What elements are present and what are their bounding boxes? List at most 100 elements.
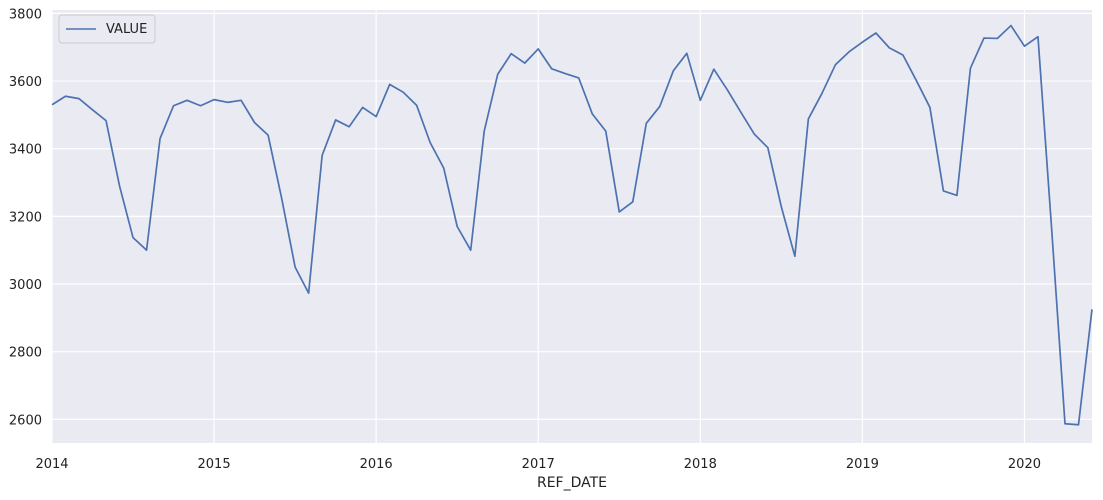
data-point: [740, 111, 742, 113]
data-point: [767, 146, 769, 148]
data-point: [470, 249, 472, 251]
data-point: [645, 122, 647, 124]
data-point: [618, 211, 620, 213]
y-tick-label: 3400: [9, 143, 42, 158]
data-point: [51, 104, 53, 106]
data-point: [334, 119, 336, 121]
data-point: [753, 133, 755, 135]
legend-label-value: VALUE: [106, 22, 147, 37]
data-point: [537, 48, 539, 50]
plot-background: [52, 10, 1092, 443]
grid-lines: [51, 10, 1092, 443]
data-point: [861, 41, 863, 43]
data-point: [429, 141, 431, 143]
data-point: [726, 89, 728, 91]
data-point: [524, 62, 526, 64]
data-point: [159, 137, 161, 139]
data-point: [794, 255, 796, 257]
y-tick-label: 2800: [9, 346, 42, 361]
data-point: [551, 68, 553, 70]
data-point: [294, 266, 296, 268]
data-point: [375, 115, 377, 117]
x-tick-label: 2017: [522, 457, 555, 472]
data-point: [578, 77, 580, 79]
data-point: [821, 92, 823, 94]
data-point: [145, 249, 147, 251]
data-point: [902, 54, 904, 56]
data-point: [699, 99, 701, 101]
y-tick-label: 3200: [9, 210, 42, 225]
data-point: [483, 130, 485, 132]
y-tick-label: 3000: [9, 278, 42, 293]
data-point: [267, 134, 269, 136]
data-point: [848, 51, 850, 53]
x-tick-label: 2015: [198, 457, 231, 472]
data-point: [672, 70, 674, 72]
x-tick-label: 2019: [846, 457, 879, 472]
data-point: [632, 201, 634, 203]
y-tick-label: 3800: [9, 7, 42, 22]
data-point: [969, 67, 971, 69]
data-point: [713, 68, 715, 70]
data-point: [605, 130, 607, 132]
data-point: [497, 73, 499, 75]
data-point: [1023, 45, 1025, 47]
data-point: [172, 105, 174, 107]
x-tick-label: 2016: [360, 457, 393, 472]
data-point: [956, 194, 958, 196]
data-point: [510, 52, 512, 54]
data-point: [64, 95, 66, 97]
legend: VALUE: [58, 14, 156, 44]
data-point: [564, 72, 566, 74]
data-point: [321, 154, 323, 156]
data-point: [1010, 24, 1012, 26]
series-line-value: [51, 24, 1093, 426]
x-tick-label: 2018: [684, 457, 717, 472]
data-point: [888, 47, 890, 49]
data-point: [253, 121, 255, 123]
data-point: [348, 126, 350, 128]
y-tick-label: 2600: [9, 413, 42, 428]
data-point: [91, 109, 93, 111]
data-point: [78, 97, 80, 99]
data-point: [875, 32, 877, 34]
data-point: [659, 105, 661, 107]
data-point: [942, 190, 944, 192]
data-point: [1091, 308, 1093, 310]
x-tick-label: 2020: [1008, 457, 1041, 472]
data-point: [915, 80, 917, 82]
data-point: [388, 83, 390, 85]
x-axis-label: REF_DATE: [537, 475, 607, 491]
x-tick-label: 2014: [35, 457, 68, 472]
data-point: [929, 106, 931, 108]
legend-box: [58, 14, 156, 44]
data-point: [307, 292, 309, 294]
data-point: [280, 197, 282, 199]
data-point: [983, 37, 985, 39]
data-point: [105, 119, 107, 121]
data-point: [240, 99, 242, 101]
data-point: [402, 91, 404, 93]
data-point: [780, 206, 782, 208]
data-point: [226, 101, 228, 103]
data-point: [807, 118, 809, 120]
data-point: [1037, 36, 1039, 38]
y-axis-tick-labels: 2600 2800 3000 3200 3400 3600 3800: [9, 7, 42, 428]
data-point: [213, 98, 215, 100]
data-point: [1064, 423, 1066, 425]
data-point: [118, 185, 120, 187]
data-point: [361, 106, 363, 108]
data-point: [442, 167, 444, 169]
data-point: [834, 64, 836, 66]
data-point: [415, 104, 417, 106]
series-layer: [51, 24, 1093, 426]
data-point: [996, 37, 998, 39]
data-point: [456, 225, 458, 227]
y-tick-label: 3600: [9, 75, 42, 90]
data-point: [132, 236, 134, 238]
data-point: [186, 99, 188, 101]
data-point: [1050, 225, 1052, 227]
x-axis-tick-labels: 2014 2015 2016 2017 2018 2019 2020: [35, 457, 1041, 472]
data-point: [591, 113, 593, 115]
